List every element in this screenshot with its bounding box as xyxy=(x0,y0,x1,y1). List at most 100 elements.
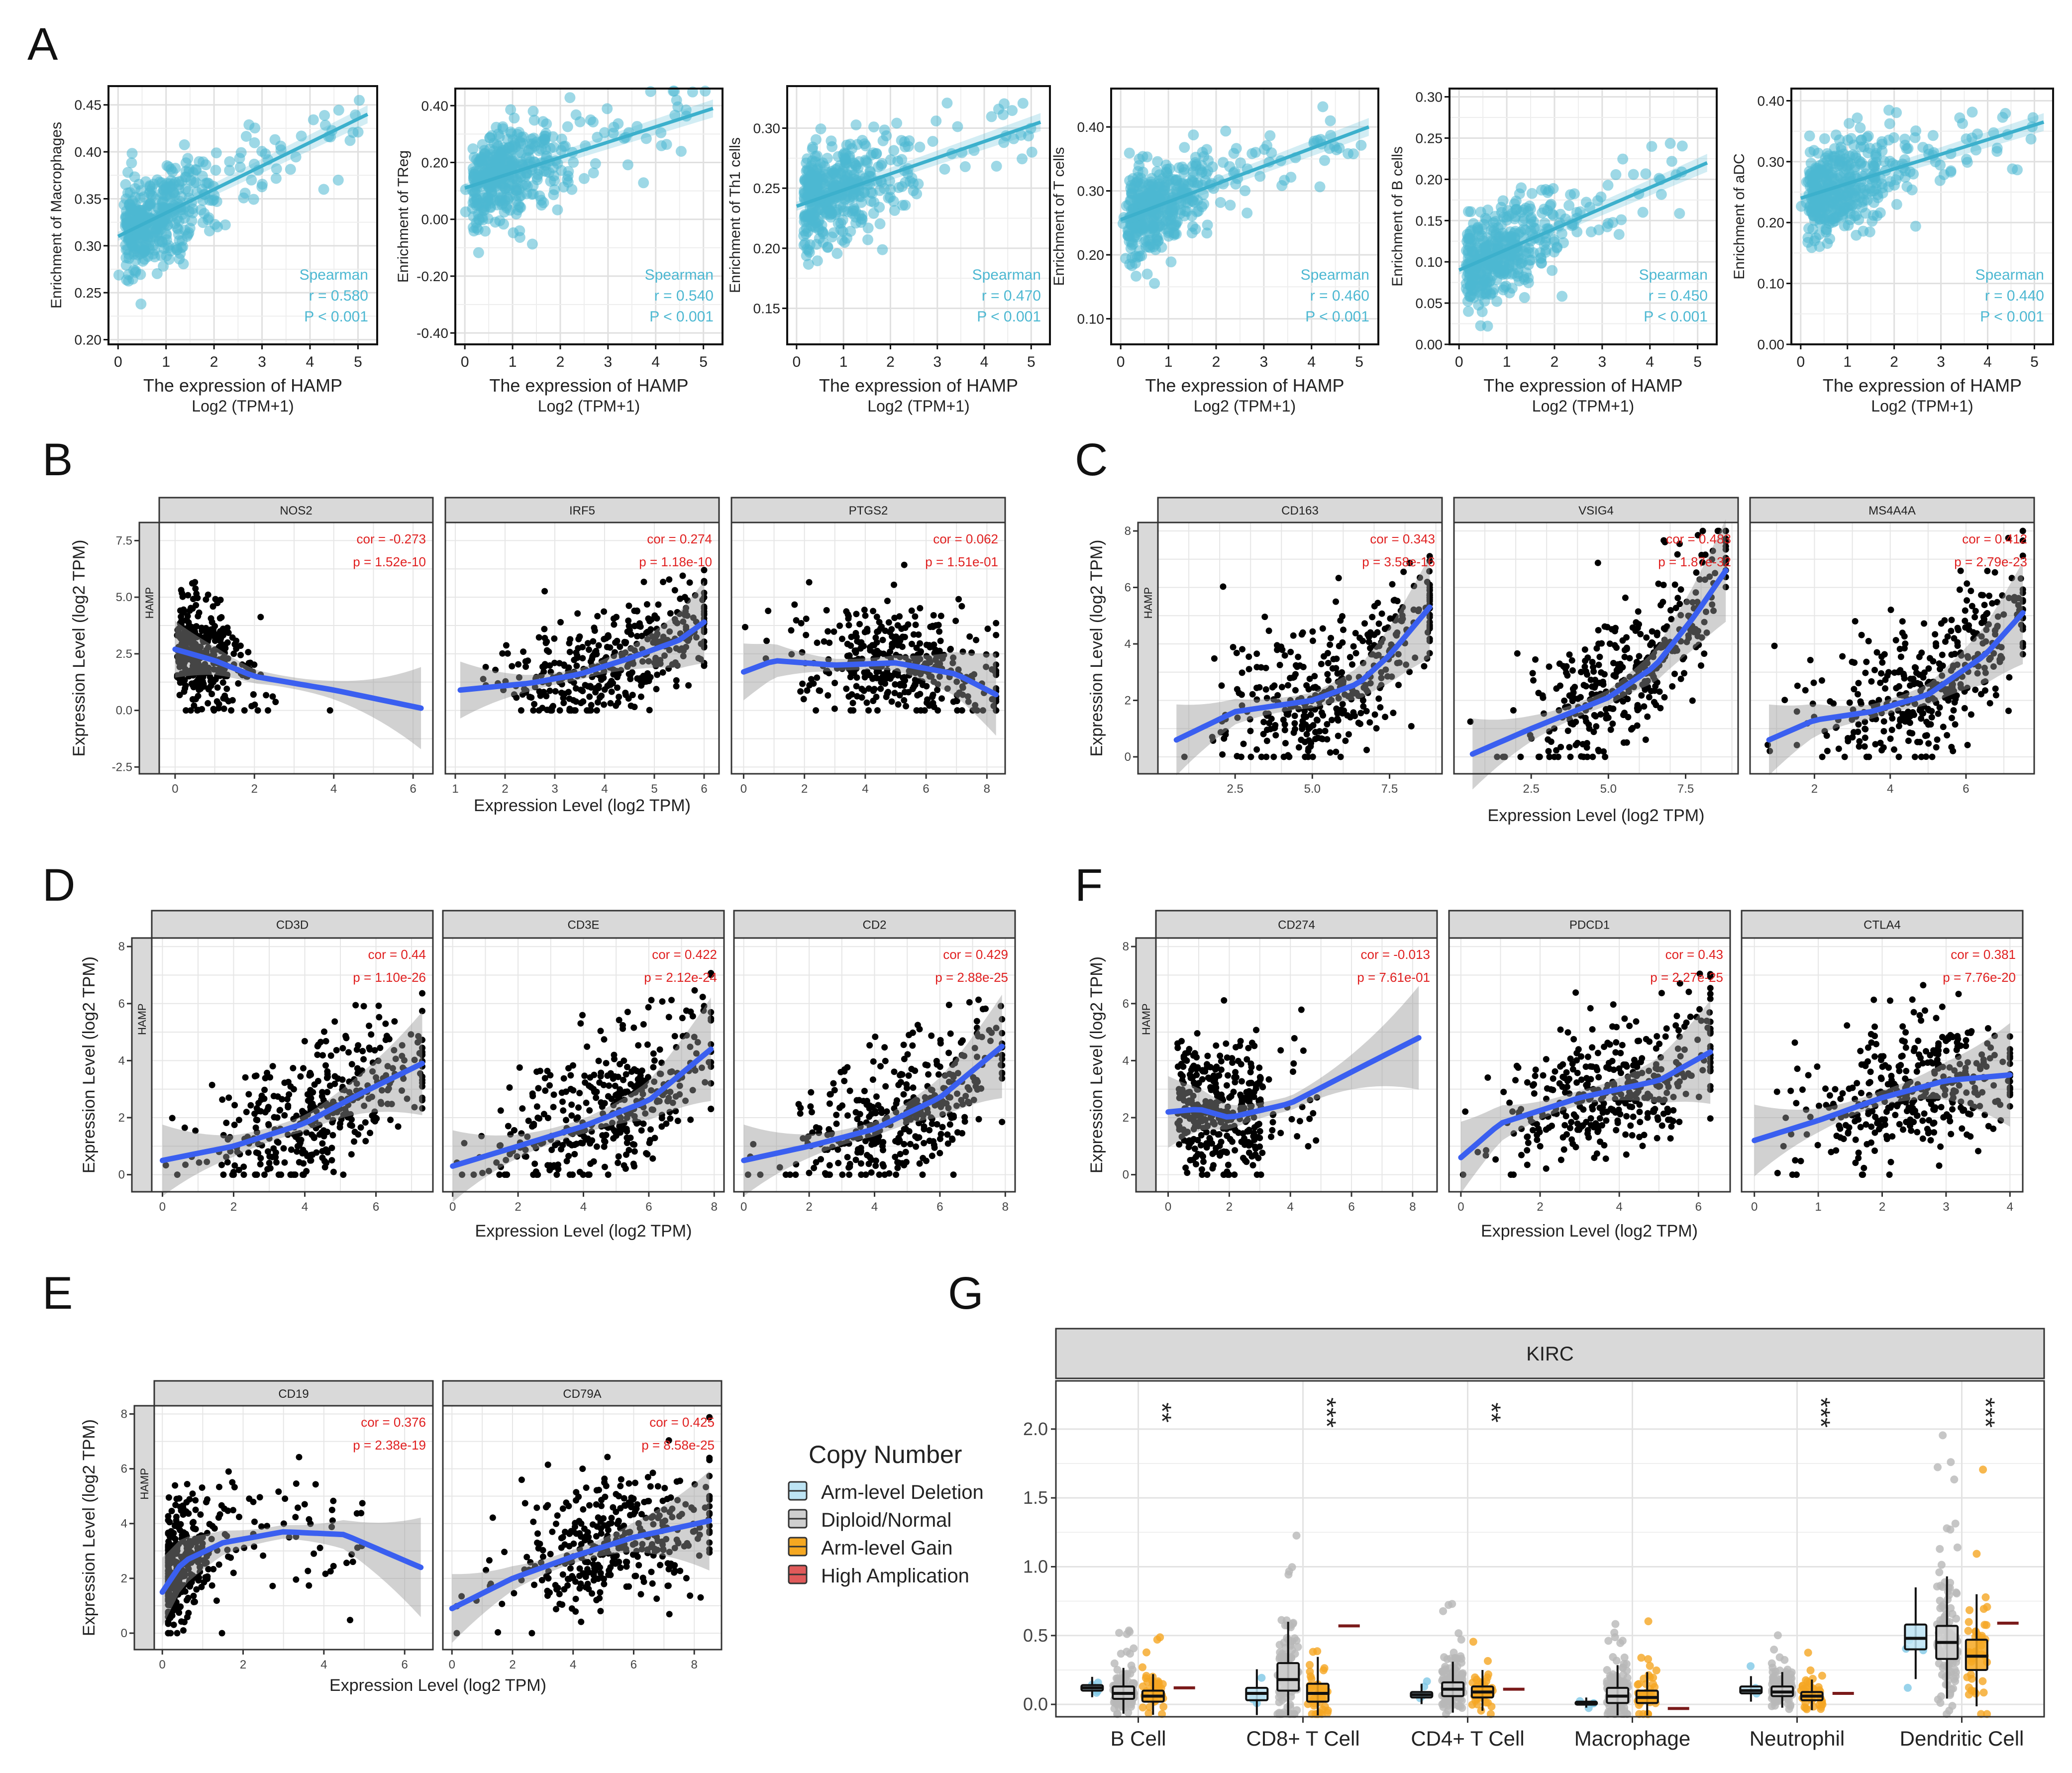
data-point xyxy=(1622,594,1629,601)
data-point xyxy=(808,676,815,683)
data-point xyxy=(594,699,601,706)
data-point xyxy=(1891,746,1897,753)
data-point xyxy=(219,679,226,686)
data-point xyxy=(671,587,678,594)
data-point xyxy=(593,707,600,714)
data-point xyxy=(1596,653,1603,660)
data-point xyxy=(667,610,674,617)
data-point xyxy=(1664,138,1676,149)
data-point xyxy=(625,671,632,678)
data-point xyxy=(558,689,565,696)
data-point xyxy=(675,146,687,157)
data-point xyxy=(984,626,991,632)
data-point xyxy=(666,576,673,583)
data-point xyxy=(936,647,943,654)
data-point xyxy=(1191,159,1202,170)
x-tick-label: 1 xyxy=(452,782,458,796)
data-point xyxy=(468,225,480,237)
data-point xyxy=(256,181,268,193)
data-point xyxy=(531,701,538,708)
data-point xyxy=(806,682,813,689)
data-point xyxy=(1278,684,1285,691)
data-point xyxy=(1536,253,1547,264)
data-point xyxy=(135,298,147,310)
y-tick-label: 5.0 xyxy=(116,591,132,604)
data-point xyxy=(1400,568,1407,575)
data-point xyxy=(184,613,191,620)
data-point xyxy=(1545,736,1552,743)
data-point xyxy=(566,648,573,655)
stat-annotation: r = 0.580 xyxy=(309,288,368,304)
data-point xyxy=(530,707,537,714)
data-point xyxy=(853,647,859,654)
data-point xyxy=(1855,158,1866,170)
data-point xyxy=(566,695,573,702)
y-tick-label: 0.00 xyxy=(1416,337,1443,352)
data-point xyxy=(1677,675,1684,682)
data-point xyxy=(1188,129,1199,141)
data-point xyxy=(1569,667,1576,674)
x-tick-label: 4 xyxy=(1983,354,1992,370)
data-point xyxy=(841,232,852,244)
data-point xyxy=(526,238,538,250)
x-tick-label: 2 xyxy=(556,354,565,370)
x-tick-label: 0 xyxy=(172,782,178,796)
data-point xyxy=(1563,669,1569,676)
data-point xyxy=(1320,712,1327,719)
x-tick-label: 6 xyxy=(701,782,707,796)
data-point xyxy=(1602,180,1614,191)
x-axis-title: Expression Level (log2 TPM) xyxy=(474,796,691,815)
data-point xyxy=(879,636,886,643)
stat-annotation: Spearman xyxy=(972,267,1041,283)
data-point xyxy=(1480,289,1492,300)
data-point xyxy=(959,161,971,172)
data-point xyxy=(224,625,231,631)
scatter-panel-a1: 0 1 2 3 4 50.200.250.300.350.400.45Spearmanr … xyxy=(48,85,378,415)
data-point xyxy=(1312,729,1319,735)
data-point xyxy=(646,707,653,714)
data-point xyxy=(203,214,214,225)
data-point xyxy=(1681,670,1687,677)
data-point xyxy=(896,613,903,620)
y-axis-title: Enrichment of T cells xyxy=(1051,147,1067,286)
panel-letter-g: G xyxy=(948,1268,984,1319)
data-point xyxy=(1335,575,1342,582)
data-point xyxy=(296,130,307,142)
data-point xyxy=(246,174,257,186)
data-point xyxy=(1628,169,1639,180)
stat-annotation: Spearman xyxy=(1639,267,1708,283)
data-point xyxy=(610,680,617,687)
data-point xyxy=(895,701,902,708)
data-point xyxy=(887,648,894,655)
data-point xyxy=(1556,291,1568,302)
x-tick-label: 0 xyxy=(793,354,801,370)
data-point xyxy=(1290,632,1297,639)
data-point xyxy=(1646,141,1658,152)
data-point xyxy=(169,190,181,201)
y-tick-label: 0.30 xyxy=(1758,154,1785,170)
data-point xyxy=(1359,637,1366,644)
data-point xyxy=(1285,172,1297,183)
data-point xyxy=(952,121,963,132)
data-point xyxy=(150,231,161,243)
data-point xyxy=(1553,747,1560,754)
data-point xyxy=(1299,726,1306,732)
data-point xyxy=(1535,753,1542,760)
data-point xyxy=(607,644,614,651)
data-point xyxy=(1220,125,1232,137)
data-point xyxy=(1253,650,1260,657)
data-point xyxy=(1510,196,1522,207)
data-point xyxy=(616,694,622,700)
data-point xyxy=(1572,741,1579,748)
y-tick-label: 0.10 xyxy=(1758,276,1785,292)
y-tick-label: 0.15 xyxy=(1416,213,1443,228)
data-point xyxy=(1848,139,1860,151)
stat-annotation: P < 0.001 xyxy=(977,309,1041,325)
data-point xyxy=(1609,705,1616,712)
data-point xyxy=(1270,753,1277,760)
data-point xyxy=(211,623,218,629)
data-point xyxy=(1830,129,1842,141)
data-point xyxy=(805,183,816,195)
data-point xyxy=(557,619,564,626)
x-axis-title: The expression of HAMP xyxy=(819,375,1018,396)
